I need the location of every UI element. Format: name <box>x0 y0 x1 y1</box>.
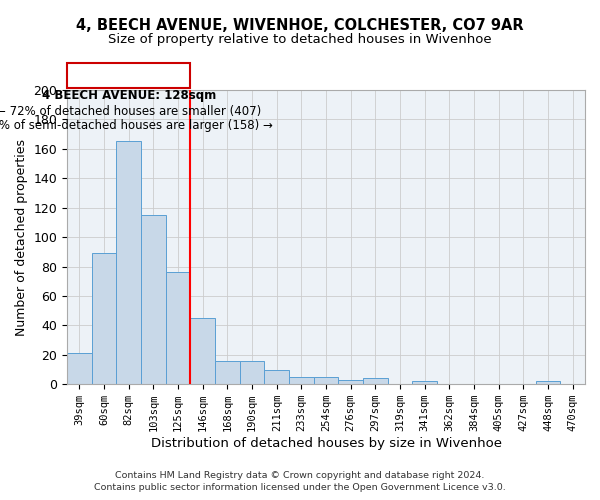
Bar <box>536 382 560 384</box>
Bar <box>363 378 388 384</box>
Bar <box>92 254 116 384</box>
Bar <box>166 272 190 384</box>
Bar <box>215 360 240 384</box>
Y-axis label: Number of detached properties: Number of detached properties <box>15 138 28 336</box>
Text: 28% of semi-detached houses are larger (158) →: 28% of semi-detached houses are larger (… <box>0 118 273 132</box>
Bar <box>412 382 437 384</box>
Bar <box>67 354 92 384</box>
Text: 4 BEECH AVENUE: 128sqm: 4 BEECH AVENUE: 128sqm <box>41 90 216 102</box>
Text: ← 72% of detached houses are smaller (407): ← 72% of detached houses are smaller (40… <box>0 104 262 118</box>
Text: 4, BEECH AVENUE, WIVENHOE, COLCHESTER, CO7 9AR: 4, BEECH AVENUE, WIVENHOE, COLCHESTER, C… <box>76 18 524 32</box>
Bar <box>240 360 265 384</box>
Bar <box>289 377 314 384</box>
Bar <box>141 215 166 384</box>
Text: Size of property relative to detached houses in Wivenhoe: Size of property relative to detached ho… <box>108 32 492 46</box>
Bar <box>314 377 338 384</box>
Bar <box>116 142 141 384</box>
Bar <box>265 370 289 384</box>
Bar <box>190 318 215 384</box>
X-axis label: Distribution of detached houses by size in Wivenhoe: Distribution of detached houses by size … <box>151 437 502 450</box>
Bar <box>338 380 363 384</box>
Text: Contains public sector information licensed under the Open Government Licence v3: Contains public sector information licen… <box>94 484 506 492</box>
Text: Contains HM Land Registry data © Crown copyright and database right 2024.: Contains HM Land Registry data © Crown c… <box>115 471 485 480</box>
